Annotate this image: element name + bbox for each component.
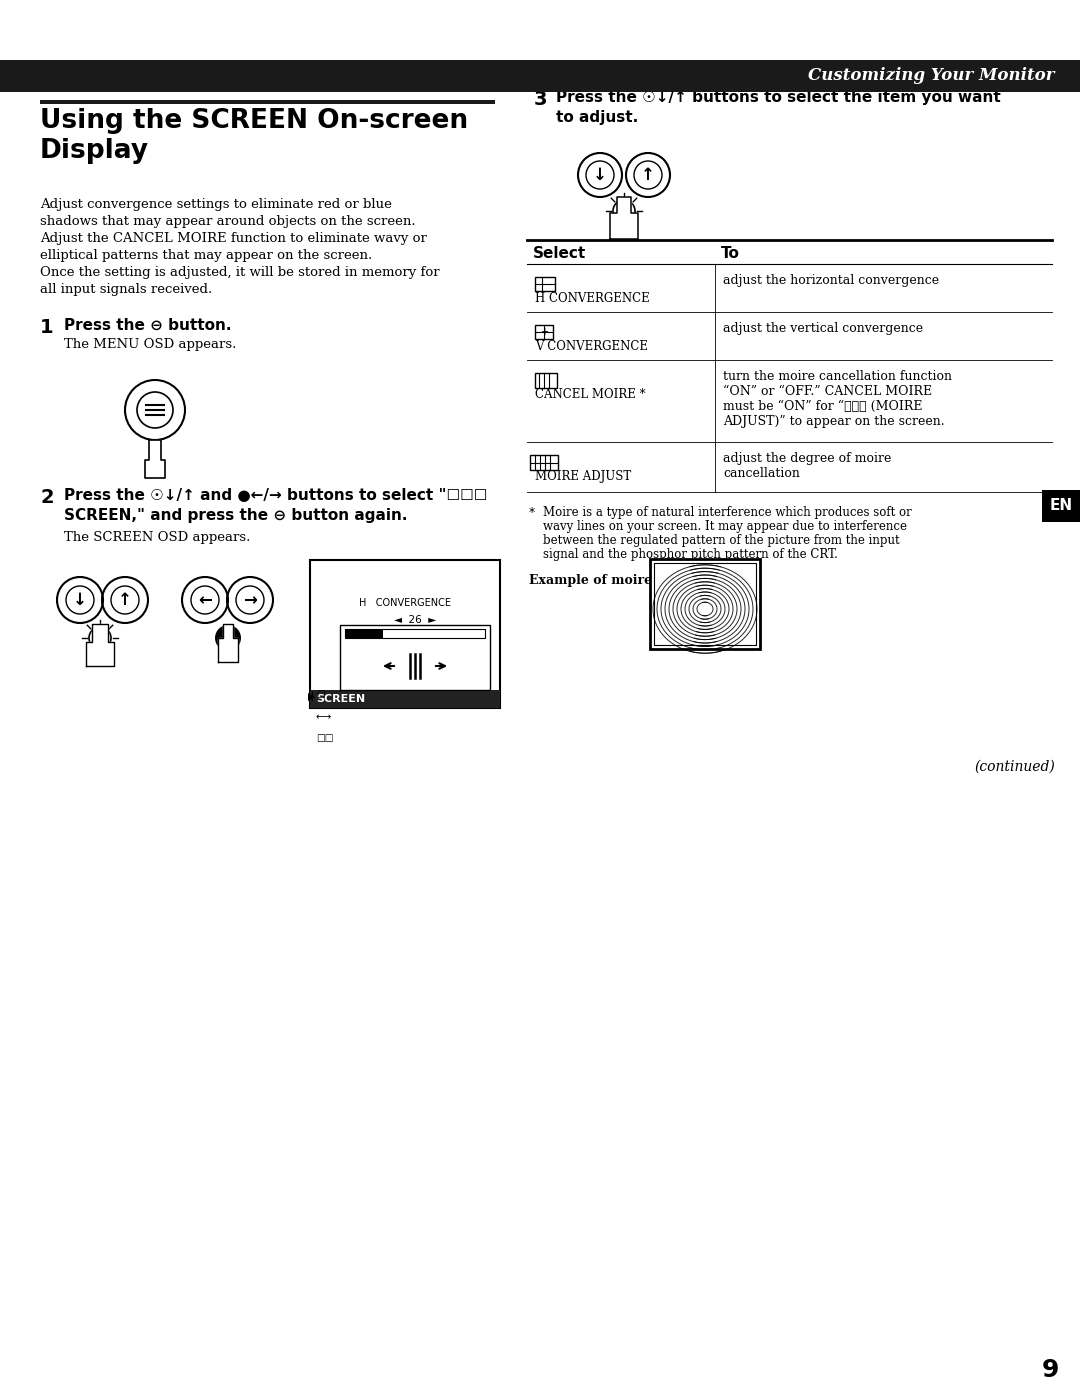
Text: Press the ☉↓/↑ and ●←/→ buttons to select "☐☐☐: Press the ☉↓/↑ and ●←/→ buttons to selec… <box>64 488 487 503</box>
Bar <box>310 690 500 708</box>
Text: signal and the phosphor pitch pattern of the CRT.: signal and the phosphor pitch pattern of… <box>543 548 838 562</box>
Bar <box>1042 490 1080 522</box>
Circle shape <box>137 393 173 427</box>
Text: (continued): (continued) <box>974 760 1055 774</box>
Bar <box>345 629 485 638</box>
Polygon shape <box>145 440 165 478</box>
Text: “ON” or “OFF.” CANCEL MOIRE: “ON” or “OFF.” CANCEL MOIRE <box>723 386 932 398</box>
Text: turn the moire cancellation function: turn the moire cancellation function <box>723 370 951 383</box>
Bar <box>340 624 490 690</box>
Text: ←→: ←→ <box>316 712 333 722</box>
Text: EN: EN <box>1050 499 1072 514</box>
Text: Press the ☉↓/↑ buttons to select the item you want: Press the ☉↓/↑ buttons to select the ite… <box>556 89 1001 105</box>
Bar <box>650 559 760 650</box>
Bar <box>40 101 495 103</box>
Bar <box>0 60 1080 92</box>
Bar <box>310 560 500 708</box>
Text: all input signals received.: all input signals received. <box>40 284 213 296</box>
Text: between the regulated pattern of the picture from the input: between the regulated pattern of the pic… <box>543 534 900 548</box>
Text: ☐: ☐ <box>316 690 325 700</box>
Bar <box>654 563 756 645</box>
Text: Display: Display <box>40 138 149 163</box>
Text: SCREEN: SCREEN <box>316 694 365 704</box>
Polygon shape <box>308 693 315 701</box>
Text: ←: ← <box>198 591 212 609</box>
Text: To: To <box>721 246 740 261</box>
Bar <box>530 455 558 469</box>
Text: Example of moire:: Example of moire: <box>529 574 657 587</box>
Text: ↓: ↓ <box>593 166 607 184</box>
Text: ☐☐: ☐☐ <box>316 733 334 745</box>
Text: Using the SCREEN On-screen: Using the SCREEN On-screen <box>40 108 468 134</box>
Text: Once the setting is adjusted, it will be stored in memory for: Once the setting is adjusted, it will be… <box>40 265 440 279</box>
Text: →: → <box>243 591 257 609</box>
Text: *: * <box>529 506 536 520</box>
Text: wavy lines on your screen. It may appear due to interference: wavy lines on your screen. It may appear… <box>543 520 907 534</box>
Text: cancellation: cancellation <box>723 467 800 481</box>
Text: H   CONVERGENCE: H CONVERGENCE <box>359 598 451 608</box>
Text: elliptical patterns that may appear on the screen.: elliptical patterns that may appear on t… <box>40 249 373 263</box>
Text: ADJUST)” to appear on the screen.: ADJUST)” to appear on the screen. <box>723 415 945 427</box>
Text: must be “ON” for “☐☐☐ (MOIRE: must be “ON” for “☐☐☐ (MOIRE <box>723 400 922 414</box>
Text: ↓: ↓ <box>73 591 86 609</box>
Polygon shape <box>86 624 114 666</box>
Text: 9: 9 <box>1041 1358 1058 1382</box>
Text: H CONVERGENCE: H CONVERGENCE <box>535 292 650 305</box>
Text: Adjust the CANCEL MOIRE function to eliminate wavy or: Adjust the CANCEL MOIRE function to elim… <box>40 232 427 244</box>
Text: 3: 3 <box>534 89 548 109</box>
Text: adjust the horizontal convergence: adjust the horizontal convergence <box>723 274 940 286</box>
Bar <box>345 629 383 638</box>
Text: ◄  26  ►: ◄ 26 ► <box>394 615 436 624</box>
Polygon shape <box>218 624 238 662</box>
Text: adjust the degree of moire: adjust the degree of moire <box>723 453 891 465</box>
Text: Adjust convergence settings to eliminate red or blue: Adjust convergence settings to eliminate… <box>40 198 392 211</box>
Text: Moire is a type of natural interference which produces soft or: Moire is a type of natural interference … <box>543 506 912 520</box>
Text: adjust the vertical convergence: adjust the vertical convergence <box>723 321 923 335</box>
Text: ↑: ↑ <box>118 591 132 609</box>
Text: CANCEL MOIRE *: CANCEL MOIRE * <box>535 388 646 401</box>
Text: ↑: ↑ <box>642 166 654 184</box>
Text: SCREEN," and press the ⊖ button again.: SCREEN," and press the ⊖ button again. <box>64 509 407 522</box>
Bar <box>535 326 553 339</box>
Text: to adjust.: to adjust. <box>556 110 638 124</box>
Text: shadows that may appear around objects on the screen.: shadows that may appear around objects o… <box>40 215 416 228</box>
Text: 1: 1 <box>40 319 54 337</box>
Polygon shape <box>610 197 638 239</box>
Text: 2: 2 <box>40 488 54 507</box>
Text: V CONVERGENCE: V CONVERGENCE <box>535 339 648 353</box>
Text: Press the ⊖ button.: Press the ⊖ button. <box>64 319 231 332</box>
Text: MOIRE ADJUST: MOIRE ADJUST <box>535 469 631 483</box>
Bar <box>535 277 555 291</box>
Text: The MENU OSD appears.: The MENU OSD appears. <box>64 338 237 351</box>
Circle shape <box>215 624 241 651</box>
Bar <box>535 373 557 388</box>
Text: Select: Select <box>534 246 586 261</box>
Text: Customizing Your Monitor: Customizing Your Monitor <box>809 67 1055 84</box>
Text: The SCREEN OSD appears.: The SCREEN OSD appears. <box>64 531 251 543</box>
Text: +: + <box>540 327 548 337</box>
